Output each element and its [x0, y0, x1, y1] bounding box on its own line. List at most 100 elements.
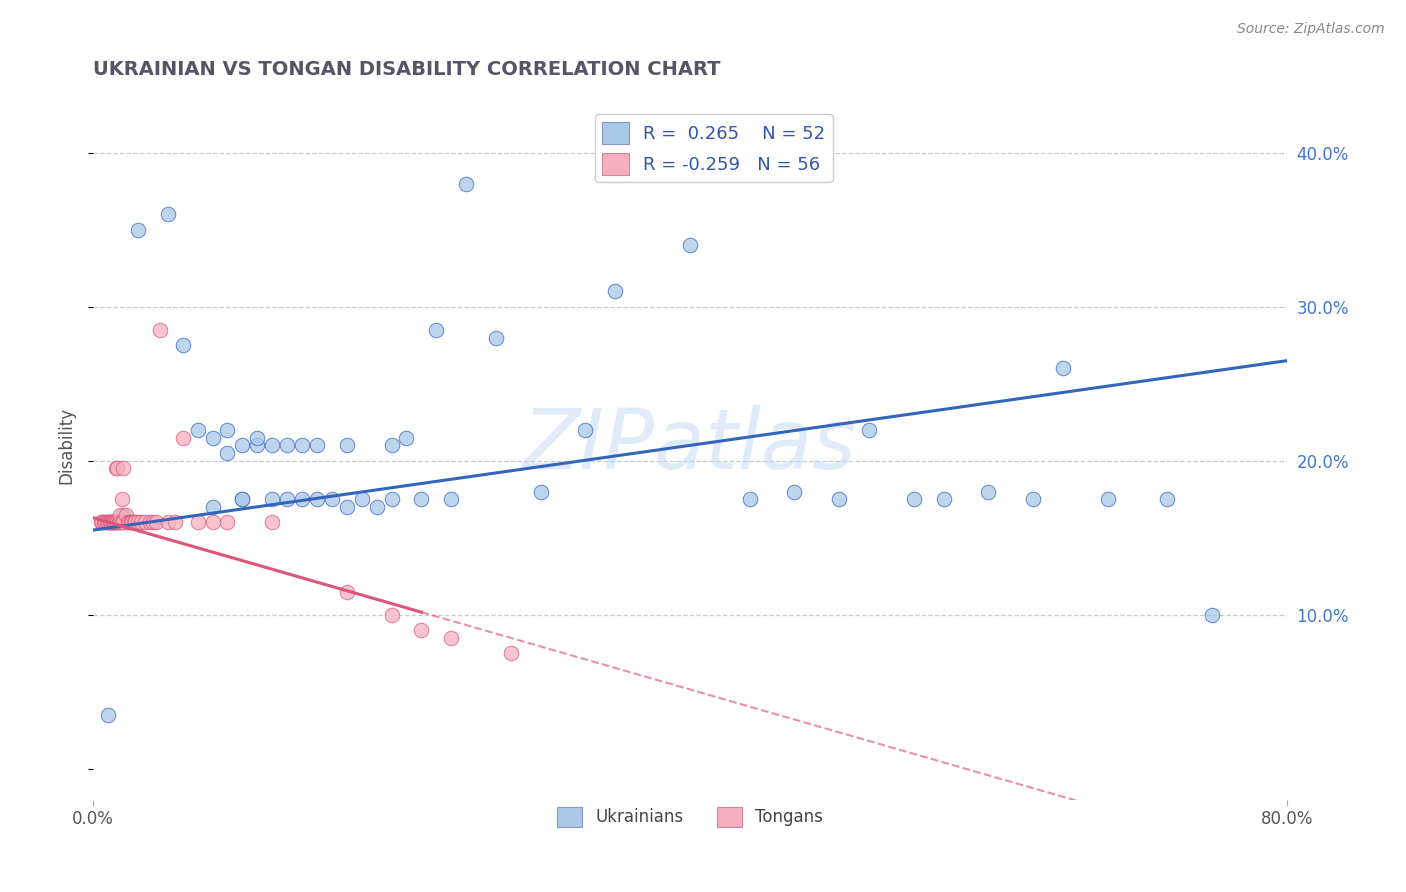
- Point: [246, 431, 269, 445]
- Point: [187, 423, 209, 437]
- Point: [1097, 492, 1119, 507]
- Point: [305, 438, 328, 452]
- Point: [499, 646, 522, 660]
- Point: [97, 516, 120, 530]
- Point: [127, 223, 149, 237]
- Point: [108, 508, 131, 522]
- Point: [110, 516, 132, 530]
- Point: [124, 516, 146, 530]
- Point: [145, 516, 167, 530]
- Point: [425, 323, 447, 337]
- Point: [172, 431, 194, 445]
- Point: [97, 707, 120, 722]
- Point: [172, 338, 194, 352]
- Point: [165, 516, 187, 530]
- Y-axis label: Disability: Disability: [58, 407, 75, 484]
- Point: [134, 516, 156, 530]
- Point: [110, 492, 132, 507]
- Point: [366, 500, 388, 514]
- Point: [262, 438, 284, 452]
- Point: [104, 461, 127, 475]
- Point: [93, 516, 115, 530]
- Point: [485, 330, 508, 344]
- Point: [903, 492, 925, 507]
- Point: [381, 607, 404, 622]
- Point: [530, 484, 553, 499]
- Point: [90, 516, 112, 530]
- Point: [1052, 361, 1074, 376]
- Text: UKRAINIAN VS TONGAN DISABILITY CORRELATION CHART: UKRAINIAN VS TONGAN DISABILITY CORRELATI…: [93, 60, 721, 78]
- Point: [104, 516, 127, 530]
- Point: [1156, 492, 1178, 507]
- Point: [231, 492, 253, 507]
- Point: [231, 492, 253, 507]
- Point: [262, 516, 284, 530]
- Point: [828, 492, 851, 507]
- Point: [977, 484, 1000, 499]
- Point: [100, 516, 122, 530]
- Point: [101, 516, 124, 530]
- Point: [217, 446, 239, 460]
- Point: [574, 423, 596, 437]
- Point: [291, 492, 314, 507]
- Point: [112, 516, 135, 530]
- Point: [187, 516, 209, 530]
- Point: [156, 516, 179, 530]
- Point: [156, 207, 179, 221]
- Point: [100, 516, 122, 530]
- Point: [738, 492, 761, 507]
- Point: [105, 516, 128, 530]
- Point: [98, 516, 121, 530]
- Point: [440, 492, 463, 507]
- Point: [231, 438, 253, 452]
- Legend: Ukrainians, Tongans: Ukrainians, Tongans: [550, 800, 830, 834]
- Point: [456, 177, 478, 191]
- Point: [381, 492, 404, 507]
- Point: [1022, 492, 1045, 507]
- Point: [103, 516, 125, 530]
- Point: [149, 323, 172, 337]
- Point: [121, 516, 143, 530]
- Point: [97, 516, 120, 530]
- Point: [103, 516, 125, 530]
- Point: [336, 438, 359, 452]
- Point: [217, 516, 239, 530]
- Point: [291, 438, 314, 452]
- Point: [96, 516, 118, 530]
- Point: [381, 438, 404, 452]
- Point: [142, 516, 165, 530]
- Point: [139, 516, 162, 530]
- Point: [201, 431, 224, 445]
- Point: [117, 516, 139, 530]
- Point: [246, 438, 269, 452]
- Point: [108, 516, 131, 530]
- Point: [120, 516, 142, 530]
- Point: [122, 516, 145, 530]
- Point: [94, 516, 117, 530]
- Point: [336, 584, 359, 599]
- Point: [262, 492, 284, 507]
- Point: [858, 423, 880, 437]
- Point: [127, 516, 149, 530]
- Point: [118, 516, 141, 530]
- Point: [679, 238, 702, 252]
- Point: [605, 285, 627, 299]
- Point: [201, 500, 224, 514]
- Point: [321, 492, 343, 507]
- Point: [101, 516, 124, 530]
- Point: [91, 516, 114, 530]
- Point: [112, 508, 135, 522]
- Point: [101, 516, 124, 530]
- Point: [201, 516, 224, 530]
- Point: [783, 484, 806, 499]
- Point: [336, 500, 359, 514]
- Point: [276, 492, 298, 507]
- Point: [395, 431, 418, 445]
- Point: [217, 423, 239, 437]
- Point: [276, 438, 298, 452]
- Point: [440, 631, 463, 645]
- Point: [115, 508, 138, 522]
- Point: [350, 492, 373, 507]
- Point: [411, 623, 433, 637]
- Point: [104, 516, 127, 530]
